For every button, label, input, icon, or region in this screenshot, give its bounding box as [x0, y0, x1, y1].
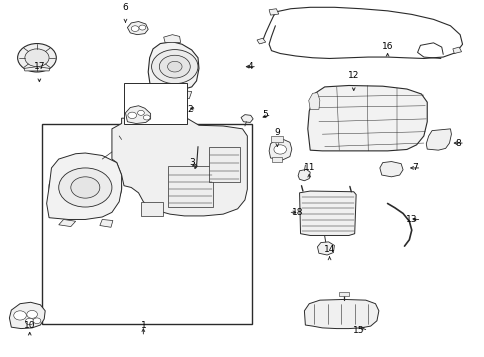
Polygon shape	[308, 92, 319, 109]
Text: 8: 8	[454, 139, 460, 147]
Polygon shape	[178, 90, 191, 99]
Polygon shape	[46, 153, 121, 220]
Polygon shape	[59, 220, 76, 227]
Circle shape	[25, 318, 34, 325]
Circle shape	[17, 44, 56, 72]
Polygon shape	[24, 67, 50, 71]
Text: 13: 13	[405, 215, 417, 224]
Circle shape	[167, 61, 182, 72]
Text: 6: 6	[122, 3, 128, 12]
Polygon shape	[257, 38, 265, 44]
Polygon shape	[125, 106, 151, 124]
Polygon shape	[307, 85, 426, 151]
Text: 1: 1	[140, 321, 146, 330]
Polygon shape	[298, 169, 310, 181]
Polygon shape	[304, 300, 378, 328]
Circle shape	[14, 311, 26, 320]
Polygon shape	[160, 90, 174, 99]
Bar	[270, 136, 282, 142]
Text: 14: 14	[323, 245, 334, 254]
Polygon shape	[452, 47, 461, 54]
Polygon shape	[269, 9, 278, 15]
Circle shape	[131, 26, 139, 31]
Circle shape	[139, 25, 146, 30]
Circle shape	[25, 49, 49, 67]
Polygon shape	[9, 302, 45, 328]
Polygon shape	[100, 220, 113, 227]
Polygon shape	[269, 140, 291, 160]
Polygon shape	[148, 42, 198, 90]
Text: 4: 4	[247, 62, 253, 71]
Text: 2: 2	[187, 105, 192, 114]
Polygon shape	[241, 115, 253, 122]
Text: 7: 7	[411, 164, 417, 172]
Text: 3: 3	[189, 158, 195, 167]
Polygon shape	[163, 35, 180, 42]
Text: 12: 12	[348, 71, 359, 80]
Polygon shape	[112, 118, 247, 216]
Bar	[208, 147, 240, 182]
Circle shape	[151, 50, 197, 84]
Circle shape	[33, 318, 41, 323]
Polygon shape	[317, 242, 333, 255]
Bar	[167, 166, 213, 207]
Bar	[141, 202, 162, 216]
Bar	[124, 82, 186, 124]
Polygon shape	[127, 21, 148, 35]
Text: 5: 5	[261, 110, 267, 119]
Polygon shape	[299, 191, 355, 236]
Circle shape	[137, 110, 144, 115]
Text: 9: 9	[274, 128, 280, 137]
Circle shape	[27, 311, 37, 318]
Text: 15: 15	[352, 326, 363, 335]
Circle shape	[49, 161, 121, 214]
Circle shape	[159, 55, 190, 78]
Text: 18: 18	[292, 208, 303, 217]
Circle shape	[59, 168, 112, 207]
Text: 16: 16	[381, 42, 393, 51]
Bar	[272, 157, 282, 161]
Text: 17: 17	[33, 62, 45, 71]
Circle shape	[273, 145, 286, 154]
Circle shape	[128, 112, 136, 119]
Polygon shape	[425, 129, 451, 150]
Bar	[42, 124, 252, 324]
Circle shape	[71, 177, 100, 198]
Bar	[338, 292, 348, 296]
Text: 11: 11	[303, 163, 314, 172]
Text: 10: 10	[24, 321, 35, 330]
Circle shape	[143, 115, 150, 120]
Polygon shape	[379, 161, 402, 177]
